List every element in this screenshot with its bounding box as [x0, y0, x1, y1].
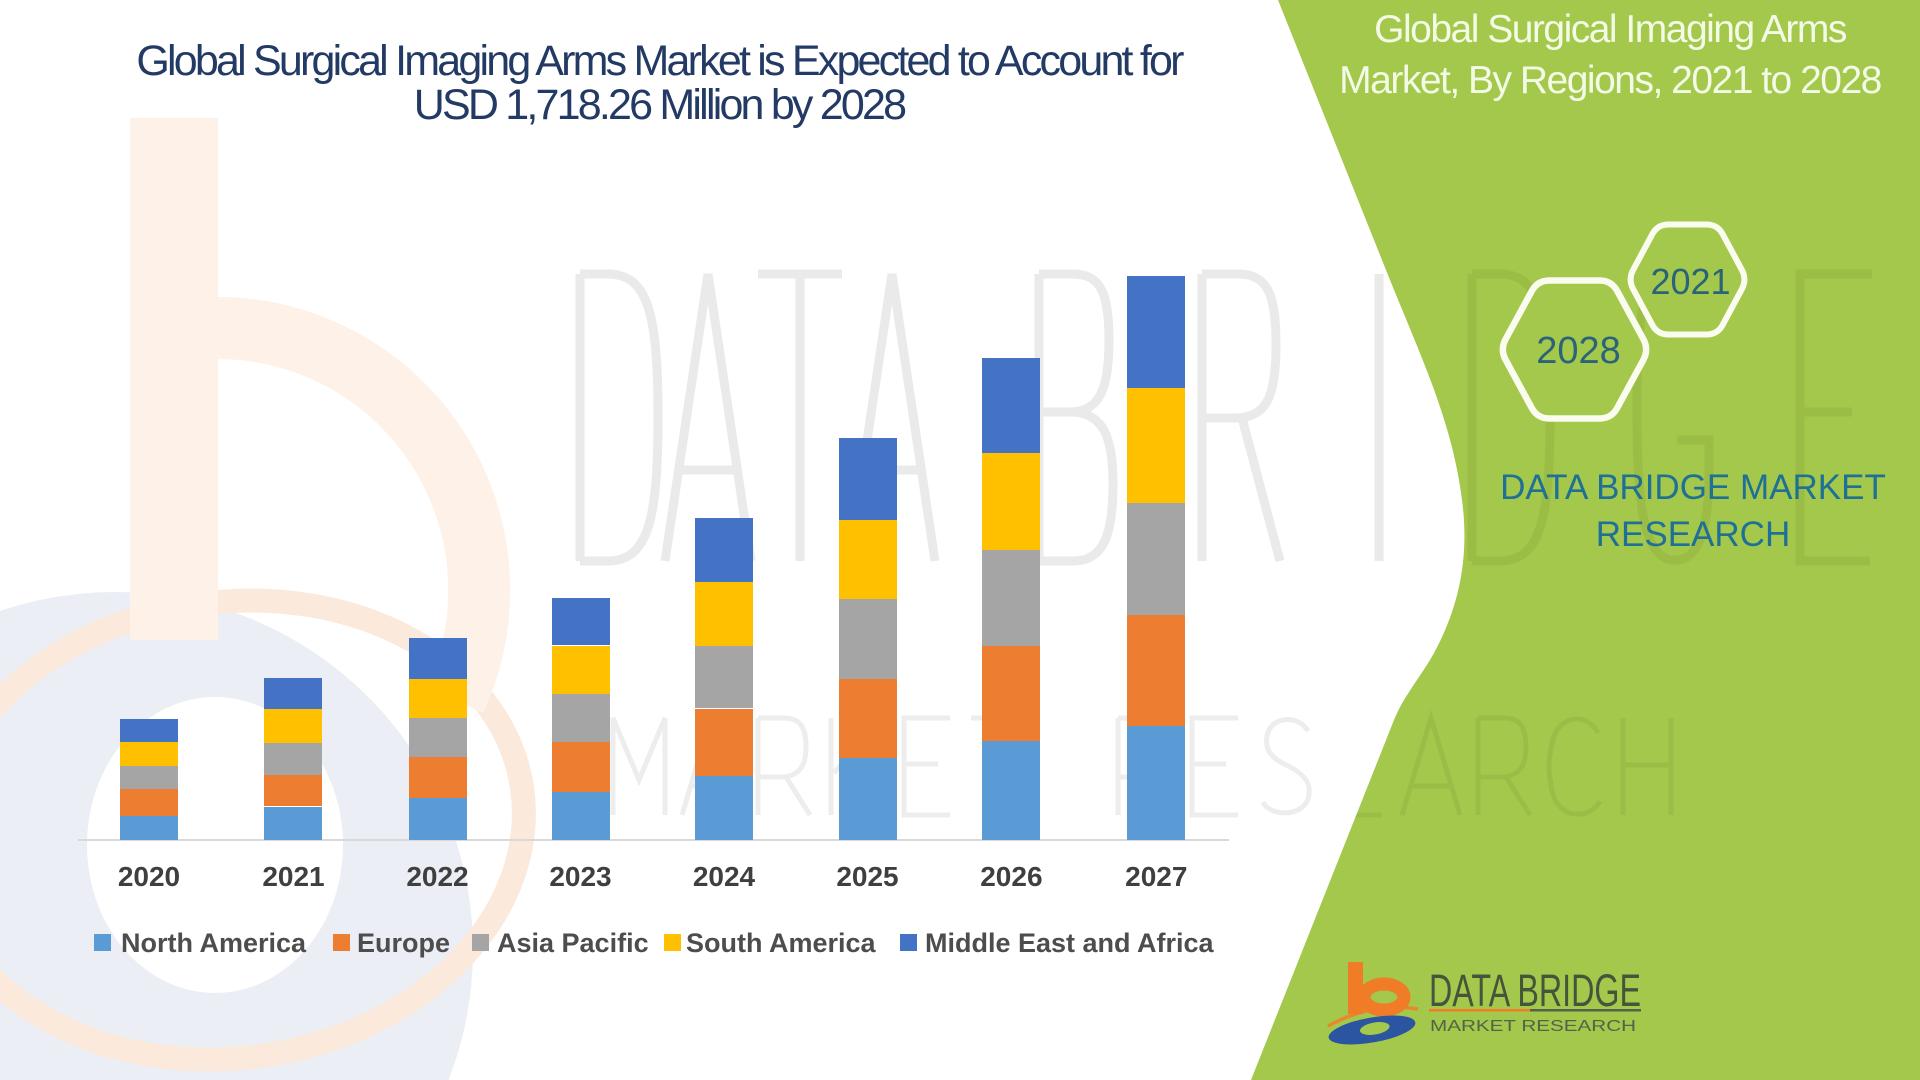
svg-text:DATA BRIDGE: DATA BRIDGE — [1429, 965, 1641, 1016]
svg-text:MARKET RESEARCH: MARKET RESEARCH — [1430, 1018, 1636, 1035]
